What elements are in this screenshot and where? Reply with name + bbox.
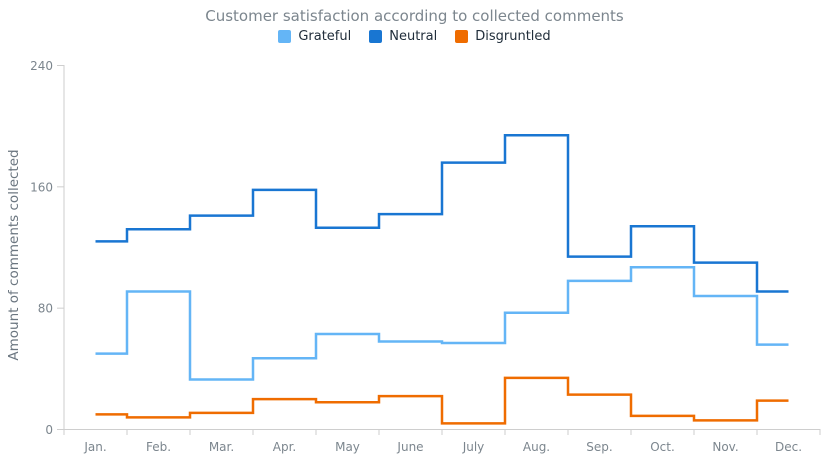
x-axis-label: Feb. [146, 440, 171, 454]
legend-item-grateful[interactable]: Grateful [278, 29, 351, 44]
legend-label: Grateful [298, 29, 352, 44]
x-axis-label: Nov. [712, 440, 738, 454]
legend-item-disgruntled[interactable]: Disgruntled [455, 29, 551, 44]
series-neutral-line[interactable] [95, 134, 789, 293]
legend-label: Disgruntled [475, 29, 551, 44]
disgruntled-swatch-icon [455, 30, 469, 43]
x-axis-label: July [462, 440, 485, 454]
grateful-swatch-icon [278, 30, 292, 43]
x-axis-label: Aug. [523, 440, 550, 454]
x-axis-label: Jan. [83, 440, 106, 454]
x-axis-label: Mar. [209, 440, 234, 454]
x-axis-label: May [335, 440, 360, 454]
y-axis-label: 240 [30, 59, 53, 73]
y-axis-label: 80 [38, 302, 53, 316]
series-disgruntled-line[interactable] [95, 376, 789, 425]
x-axis-label: Apr. [273, 440, 296, 454]
y-axis-label: 160 [30, 180, 53, 194]
legend-label: Neutral [389, 29, 438, 44]
series-grateful-line[interactable] [95, 265, 789, 381]
legend: Grateful Neutral Disgruntled [0, 29, 829, 44]
x-axis-label: Sep. [586, 440, 612, 454]
chart-title: Customer satisfaction according to colle… [205, 7, 624, 25]
neutral-swatch-icon [369, 30, 383, 43]
x-axis-label: June [396, 440, 423, 454]
x-axis-label: Oct. [650, 440, 675, 454]
legend-item-neutral[interactable]: Neutral [369, 29, 437, 44]
y-axis-label: 0 [45, 423, 53, 437]
x-axis-label: Dec. [775, 440, 802, 454]
